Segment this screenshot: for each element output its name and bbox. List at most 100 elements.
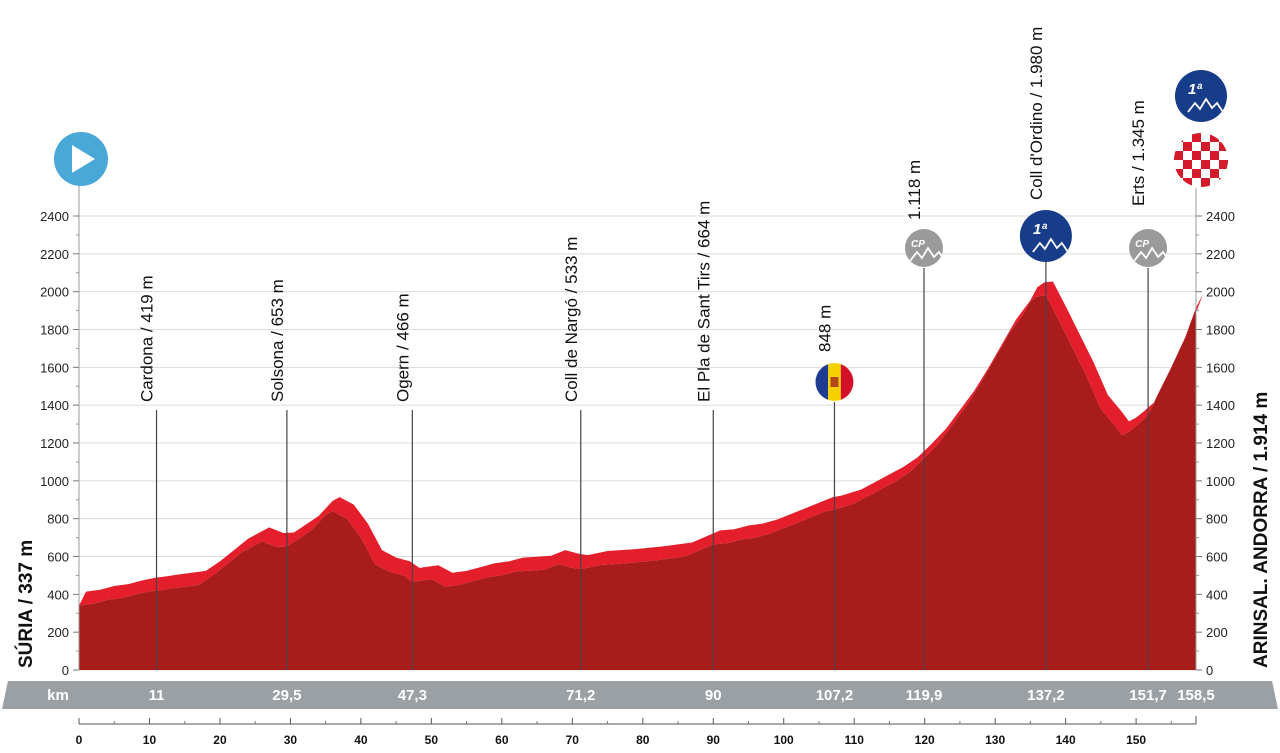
first-category-climb-icon: 1ª	[1019, 210, 1072, 262]
y-tick-label: 1400	[1206, 398, 1235, 413]
flag-blue	[815, 363, 829, 401]
y-axis-right: 0 200 400 600 800 1000 1200 1400 1600 1800 2000 220…	[1195, 196, 1235, 678]
y-tick-label: 2400	[1206, 209, 1235, 224]
profile-area	[79, 295, 1196, 670]
finish-label: ARINSAL. ANDORRA / 1.914 m	[1251, 392, 1272, 668]
checker-square	[1201, 142, 1210, 151]
x-tick-label: 120	[915, 733, 935, 747]
y-tick-label: 1400	[40, 398, 69, 413]
km-band-value: 11	[149, 687, 165, 704]
waypoint-label: Erts / 1.345 m	[1129, 100, 1148, 206]
profile-ridge-band	[79, 281, 1203, 606]
checker-square	[1192, 169, 1201, 178]
y-tick-label: 1600	[1206, 360, 1235, 375]
checker-square	[1183, 142, 1192, 151]
mountain-glyph	[909, 246, 946, 262]
y-tick-label: 1200	[40, 436, 69, 451]
climb-badge	[1019, 210, 1072, 262]
y-tick-label: 2400	[40, 209, 69, 224]
waypoint-label: Solsona / 653 m	[268, 279, 287, 402]
checker-square	[1219, 142, 1228, 151]
y-tick-label: 0	[1206, 663, 1213, 678]
mountain-glyph	[1032, 237, 1069, 253]
y-tick-label: 200	[1206, 625, 1228, 640]
elevation-profile	[79, 295, 1196, 670]
y-axis-left: 0 200 400 600 800 1000 1200 1400 1600 1800 2000 220…	[40, 166, 80, 678]
start-play-icon	[54, 132, 108, 186]
km-band-value: 29,5	[272, 687, 301, 704]
finish-climb-text: 1ª	[1188, 81, 1202, 98]
km-band-value: 71,2	[566, 687, 595, 704]
km-band-value: 158,5	[1177, 687, 1215, 704]
x-tick-label: 40	[354, 733, 368, 747]
x-tick-label: 140	[1056, 733, 1076, 747]
x-tick-label: 70	[566, 733, 580, 747]
y-tick-label: 2200	[40, 247, 69, 262]
km-band-value: 47,3	[398, 687, 427, 704]
route-icons: CP 1ª CP 1ª	[54, 70, 1228, 401]
checker-square	[1183, 160, 1192, 169]
checker-square	[1192, 151, 1201, 160]
y-tick-label: 400	[1206, 587, 1228, 602]
cp-text: CP	[1135, 239, 1149, 250]
finish-climb-icon: 1ª	[1175, 70, 1227, 122]
km-band-value: 151,7	[1129, 687, 1167, 704]
y-tick-label: 200	[47, 625, 69, 640]
y-tick-label: 1200	[1206, 436, 1235, 451]
km-band-value: 137,2	[1027, 687, 1065, 704]
waypoint-label: Coll d'Ordino / 1.980 m	[1027, 27, 1046, 200]
x-tick-label: 80	[636, 733, 650, 747]
y-tick-label: 800	[1206, 512, 1228, 527]
y-tick-label: 1800	[40, 323, 69, 338]
y-tick-label: 600	[47, 550, 69, 565]
x-tick-label: 150	[1126, 733, 1146, 747]
climb-text: 1ª	[1033, 221, 1047, 238]
x-tick-label: 110	[845, 733, 865, 747]
y-tick-label: 1000	[1206, 474, 1235, 489]
x-tick-label: 100	[774, 733, 794, 747]
cp-text: CP	[911, 239, 925, 250]
play-triangle	[72, 145, 95, 173]
x-tick-label: 0	[76, 733, 83, 747]
waypoint-label: Ogern / 466 m	[393, 293, 412, 402]
finish-climb-badge	[1175, 70, 1227, 122]
checker-square	[1201, 160, 1210, 169]
checker-square	[1210, 133, 1219, 142]
y-tick-label: 1600	[40, 360, 69, 375]
y-tick-label: 2200	[1206, 247, 1235, 262]
mountain-glyph	[1187, 97, 1224, 113]
y-tick-label: 2000	[40, 285, 69, 300]
waypoint-label: 1.118 m	[905, 160, 924, 220]
y-tick-label: 600	[1206, 550, 1228, 565]
x-tick-label: 10	[143, 733, 157, 747]
checker-square	[1219, 178, 1228, 187]
checker-square	[1183, 178, 1192, 187]
x-tick-label: 90	[707, 733, 721, 747]
waypoint-label: Coll de Nargó / 533 m	[562, 237, 581, 402]
checker-square	[1201, 178, 1210, 187]
finish-checkered-icon	[1174, 133, 1228, 187]
flag-red	[840, 363, 854, 401]
x-tick-label: 130	[985, 733, 1005, 747]
waypoint-label: 848 m	[815, 305, 834, 352]
x-tick-label: 60	[495, 733, 509, 747]
waypoint-markers: Cardona / 419 m Solsona / 653 m Ogern / 46…	[138, 27, 1149, 670]
cp-climb-icon: CP	[1129, 229, 1170, 267]
x-tick-label: 20	[213, 733, 227, 747]
x-tick-label: 30	[284, 733, 298, 747]
km-band-value: 90	[705, 687, 722, 704]
x-tick-label: 50	[425, 733, 439, 747]
checker-square	[1210, 169, 1219, 178]
waypoint-label: Cardona / 419 m	[138, 275, 157, 402]
km-band: km 11 29,5 47,3 71,2 90 107,2 119,9 137,2 151,7 15…	[2, 681, 1278, 709]
km-band-bar	[2, 681, 1278, 709]
y-tick-label: 1000	[40, 474, 69, 489]
x-axis: 0 10 20 30 40 50 60 70 80 90 100 110 120 130 140 150	[76, 716, 1197, 747]
checker-square	[1219, 160, 1228, 169]
km-band-label: km	[47, 687, 69, 704]
checker-square	[1174, 169, 1183, 178]
profile-ridge	[79, 281, 1203, 606]
waypoint-label: El Pla de Sant Tirs / 664 m	[694, 201, 713, 402]
flag-crest	[830, 377, 839, 387]
